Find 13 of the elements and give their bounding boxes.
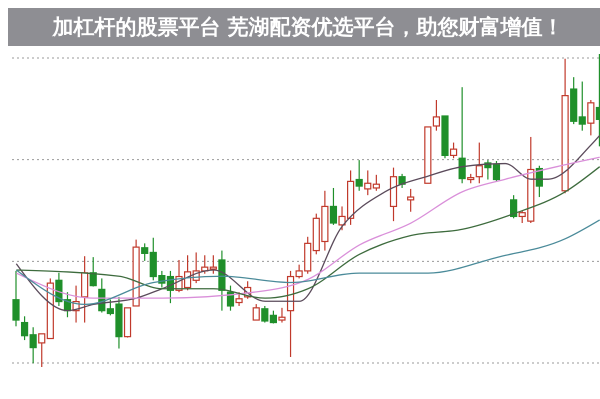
candlestick: [278, 307, 286, 324]
candlestick: [330, 187, 338, 226]
candlestick: [12, 270, 20, 327]
candlestick: [432, 99, 440, 132]
chart-title: 加杠杆的股票平台 芜湖配资优选平台，助您财富增值！: [8, 8, 600, 46]
candlestick: [356, 160, 363, 192]
candlestick: [407, 188, 414, 212]
candlestick: [252, 303, 260, 321]
candlestick: [587, 99, 594, 136]
candlestick: [90, 256, 97, 288]
candlestick: [450, 142, 458, 159]
candlestick: [458, 86, 466, 184]
candlestick: [235, 292, 243, 307]
